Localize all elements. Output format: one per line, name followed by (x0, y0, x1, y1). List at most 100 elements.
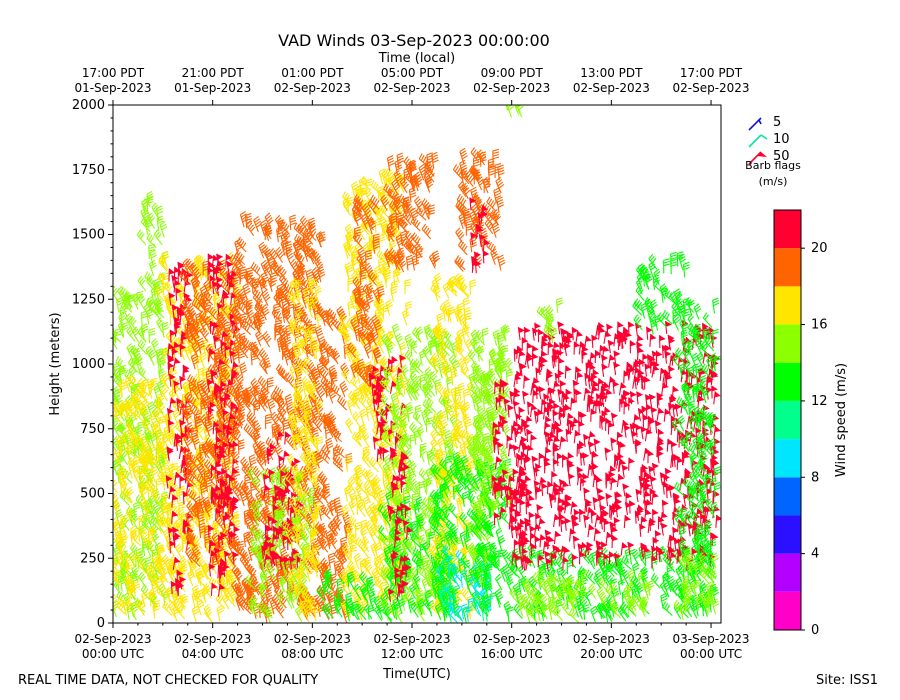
wind-barb (137, 332, 147, 343)
top-axis-label: Time (local) (378, 51, 455, 66)
wind-barb-feather (116, 513, 123, 519)
wind-barb-feather (120, 424, 126, 431)
wind-barb-feather (119, 286, 124, 293)
wind-barb-feather (120, 575, 127, 580)
wind-barb-feather (141, 398, 148, 403)
wind-barb-feather (136, 293, 144, 297)
wind-barb-feather (118, 457, 125, 463)
wind-barb-feather (156, 233, 162, 239)
wind-barb-feather (122, 487, 127, 494)
wind-barb-feather (198, 604, 205, 609)
wind-barb-feather (149, 520, 156, 525)
wind-barb-feather (140, 279, 146, 286)
wind-barb-feather (150, 499, 156, 504)
wind-barb-feather (147, 195, 154, 199)
wind-barb-feather (131, 515, 138, 521)
wind-barb (113, 341, 118, 350)
wind-barb-feather (129, 359, 134, 366)
wind-barb-feather (107, 377, 110, 382)
wind-barb-feather (115, 356, 120, 363)
wind-barb-feather (141, 315, 148, 319)
wind-barb-feather (129, 299, 136, 303)
wind-barb-feather (126, 420, 133, 426)
wind-barb-feather (195, 567, 201, 572)
wind-barb-feather (145, 561, 152, 565)
wind-barb-feather (148, 234, 153, 241)
wind-barb-feather (156, 350, 162, 356)
wind-barb-feather (133, 546, 138, 553)
wind-barb-feather (148, 517, 155, 523)
wind-barb-feather (148, 563, 153, 570)
wind-barb-feather (144, 271, 149, 278)
wind-barb-feather (140, 331, 146, 337)
wind-barb-feather (116, 299, 123, 304)
wind-barb-feather (161, 347, 168, 351)
wind-barb-feather (120, 310, 127, 315)
wind-barb (213, 382, 216, 396)
wind-barb-feather (153, 342, 159, 348)
wind-barb-feather (135, 494, 140, 500)
wind-barb-feather (141, 323, 148, 327)
wind-barb (208, 539, 211, 553)
wind-barb-feather (108, 550, 112, 555)
wind-barb-feather (238, 355, 245, 359)
wind-barb-feather (130, 508, 137, 512)
wind-barb-field (107, 105, 721, 623)
wind-barb-feather (161, 464, 169, 468)
wind-barb-feather (162, 324, 169, 328)
wind-barb-feather (153, 528, 159, 534)
wind-barb-feather (119, 315, 126, 320)
wind-barb (137, 576, 147, 588)
wind-barb-feather (157, 432, 164, 438)
wind-barb-feather (152, 340, 158, 346)
wind-barb-feather (191, 406, 196, 412)
wind-barb (113, 486, 119, 494)
wind-barb-feather (113, 537, 116, 541)
wind-barb-feather (117, 285, 123, 292)
wind-barb-feather (157, 319, 163, 325)
wind-barb-feather (149, 302, 154, 308)
wind-barb-feather (109, 563, 112, 569)
wind-barb-feather (160, 223, 167, 228)
wind-barb-feather (117, 455, 124, 460)
wind-barb-feather (156, 507, 162, 513)
wind-barb-feather (114, 367, 121, 371)
wind-barb-feather (136, 290, 144, 294)
wind-barb-feather (153, 297, 158, 304)
wind-barb-feather (122, 326, 129, 331)
wind-barb-feather (153, 229, 159, 235)
wind-barb-feather (115, 394, 121, 400)
wind-barb-feather (187, 374, 192, 381)
wind-barb-feather (114, 402, 121, 406)
wind-barb-feather (121, 386, 128, 391)
wind-barb-feather (138, 450, 144, 457)
wind-barb-feather (118, 456, 125, 461)
wind-barb-feather (130, 513, 136, 519)
wind-barb-feather (120, 308, 127, 312)
wind-barb-feather (152, 204, 158, 210)
wind-barb-feather (178, 506, 186, 510)
wind-barb-feather (114, 394, 121, 398)
wind-barb-feather (147, 502, 154, 508)
wind-barb-feather (207, 427, 214, 432)
wind-barb-feather (113, 459, 117, 464)
wind-barb-feather (217, 607, 224, 612)
wind-barb-feather (126, 326, 131, 332)
wind-barb-feather (114, 548, 121, 553)
wind-barb-feather (223, 324, 231, 327)
wind-barb-feather (156, 482, 163, 486)
wind-barb-feather (128, 347, 135, 353)
wind-barb-feather (114, 404, 121, 409)
wind-barb-feather (120, 317, 126, 322)
wind-barb-feather (117, 422, 122, 429)
wind-barb-feather (162, 321, 169, 326)
wind-barb-feather (137, 327, 142, 333)
wind-barb-feather (192, 608, 199, 613)
wind-barb-feather (130, 525, 136, 530)
wind-barb-feather (134, 597, 139, 604)
wind-barb-feather (130, 575, 138, 579)
wind-barb-feather (148, 214, 154, 221)
wind-barb-feather (136, 599, 141, 606)
wind-barb-feather (192, 585, 199, 590)
wind-barb-feather (156, 301, 163, 306)
